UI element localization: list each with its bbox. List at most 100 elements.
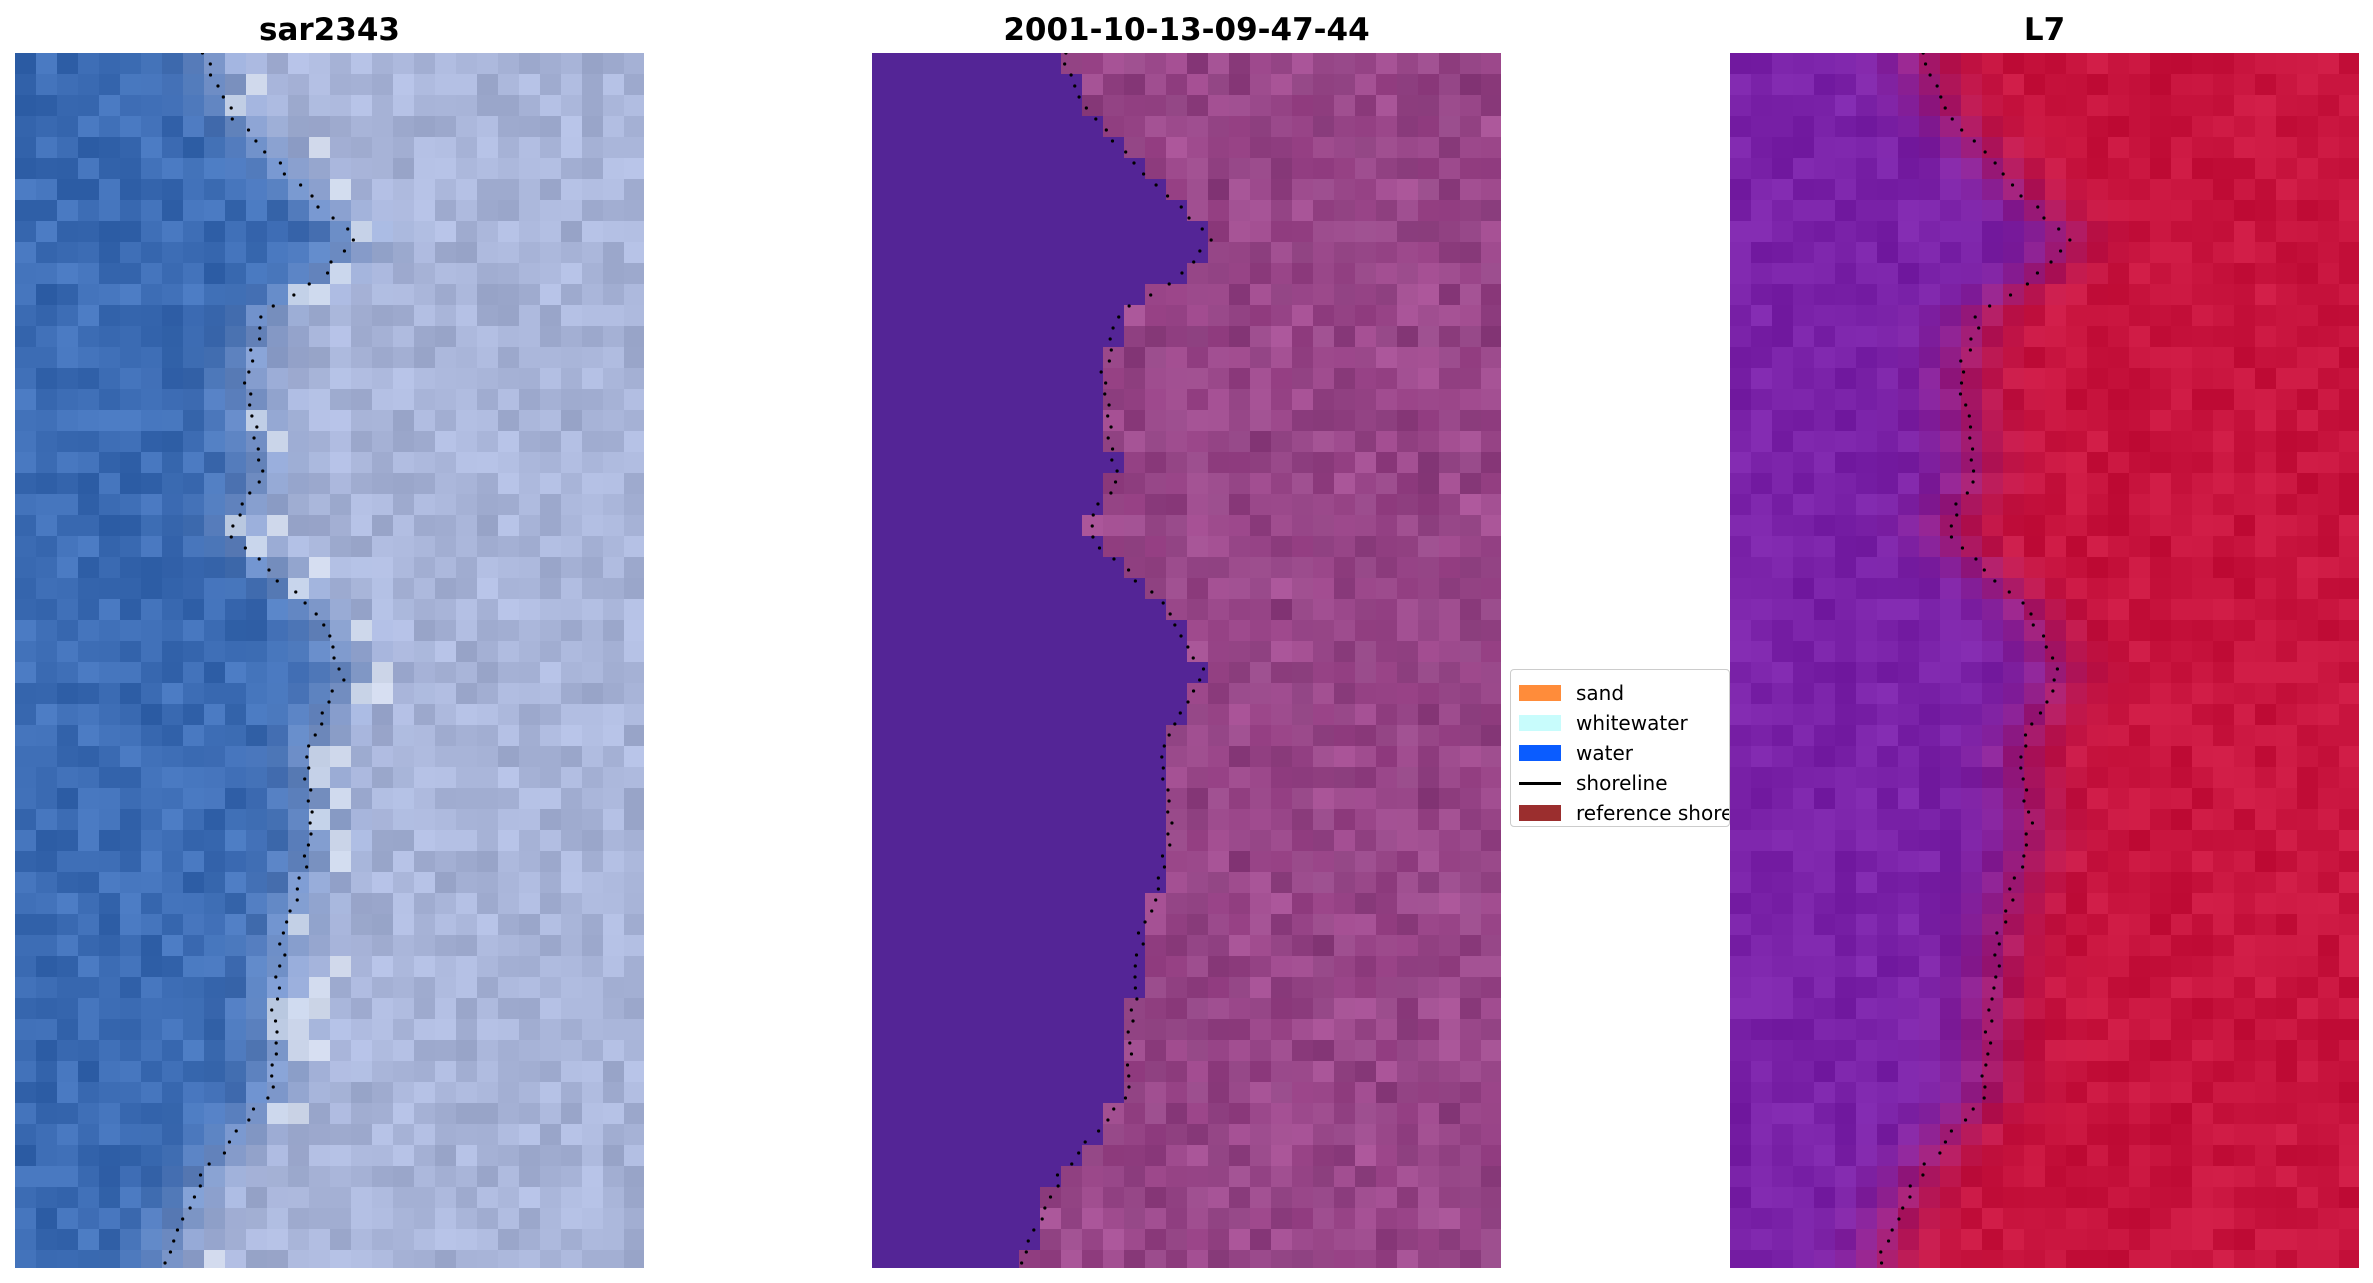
shoreline-dot [207, 1162, 211, 1166]
shoreline-dot [1974, 557, 1978, 561]
shoreline-dot [267, 568, 271, 572]
shoreline-dot [1968, 348, 1972, 352]
shoreline-dot [1104, 381, 1108, 385]
shoreline-dot [1972, 139, 1976, 143]
shoreline-dot [2058, 249, 2063, 253]
shoreline-dot [1127, 1085, 1131, 1089]
shoreline-dot [1136, 931, 1141, 935]
shoreline-dot [1949, 535, 1954, 539]
legend-item-reference-shoreline: reference shoreline [1519, 798, 1729, 826]
shoreline-dot [1063, 62, 1067, 66]
shoreline-dot [1132, 161, 1136, 165]
shoreline-dot [2008, 293, 2013, 297]
shoreline-dot [192, 1195, 197, 1199]
shoreline-dot [1170, 821, 1174, 825]
legend-label-sand: sand [1576, 681, 1625, 705]
shoreline-dot [322, 623, 326, 627]
shoreline-dot [1968, 425, 1973, 429]
shoreline-dot [1973, 315, 1977, 319]
shoreline-dot [2024, 788, 2029, 792]
shoreline-dot [278, 942, 282, 946]
shoreline-dot [181, 1217, 185, 1221]
shoreline-dot [1094, 117, 1098, 121]
shoreline-dot [1982, 1096, 1986, 1100]
shoreline-dot [1099, 370, 1103, 374]
shoreline-dot [1109, 425, 1113, 429]
shoreline-dot [1990, 997, 1994, 1001]
shoreline-dot [299, 183, 303, 187]
shoreline-dot [2049, 260, 2053, 264]
shoreline-dot [257, 557, 261, 561]
shoreline-dot [1179, 205, 1183, 209]
shoreline-dot [1969, 337, 1973, 341]
shoreline-dot [1992, 986, 1996, 990]
shoreline-dot [2035, 271, 2040, 275]
legend: sand whitewater water shoreline referenc… [1510, 669, 1730, 827]
whitewater-swatch [1519, 715, 1561, 731]
shoreline-dot [273, 1019, 278, 1023]
shoreline-dot [1987, 1008, 1991, 1012]
shoreline-dot [1886, 1239, 1891, 1243]
shoreline-dot [1997, 942, 2001, 946]
shoreline-dot [1126, 1030, 1130, 1034]
shoreline-dot [332, 656, 336, 660]
shoreline-dot [221, 95, 225, 99]
shoreline-dot [1166, 810, 1170, 814]
shoreline-dot [307, 282, 311, 286]
shoreline-dot [337, 667, 341, 671]
shoreline-dot [1965, 491, 1969, 495]
shoreline-dot [2023, 733, 2028, 737]
shoreline-dot [254, 139, 258, 143]
shoreline-dot [305, 865, 309, 869]
water-swatch [1519, 745, 1561, 761]
shoreline-dot [295, 898, 299, 902]
shoreline-dot [238, 513, 242, 517]
shoreline-dot [294, 590, 298, 594]
shoreline-dot [257, 480, 261, 484]
shoreline-dot [2010, 183, 2015, 187]
shoreline-dot [261, 469, 265, 473]
legend-item-shoreline: shoreline [1519, 768, 1668, 798]
shoreline-dot [1921, 1173, 1925, 1177]
shoreline-dot [1135, 997, 1139, 1001]
shoreline-dot [1106, 1118, 1110, 1122]
shoreline-dot [250, 414, 254, 418]
shoreline-dot [320, 711, 324, 715]
shoreline-dot [2022, 799, 2026, 803]
shoreline-dot [1977, 326, 1981, 330]
shoreline-dot [242, 381, 247, 385]
shoreline-dot [1971, 480, 1975, 484]
shoreline-dot [1115, 469, 1119, 473]
shoreline-dot [1191, 689, 1196, 693]
shoreline-dot [163, 1261, 167, 1265]
shoreline-dot [1127, 304, 1131, 308]
legend-item-sand: sand [1519, 678, 1624, 708]
shoreline-dot [2068, 238, 2072, 242]
shoreline-dot [1198, 249, 1202, 253]
shoreline-dot [259, 315, 263, 319]
shoreline-dot [1097, 1129, 1101, 1133]
shoreline-dot [2045, 700, 2049, 704]
shoreline-dot [1968, 436, 1972, 440]
shoreline-dot [1103, 392, 1107, 396]
shoreline-dot [1908, 1195, 1912, 1199]
shoreline-dot [1983, 1085, 1987, 1089]
shoreline-dot [1160, 755, 1164, 759]
shoreline-dot [263, 150, 267, 154]
shoreline-dot [320, 722, 324, 726]
shoreline-dot [1879, 1261, 1884, 1265]
shoreline-dot [2025, 282, 2029, 286]
shoreline-dot [288, 909, 292, 913]
shoreline-dot [1150, 590, 1154, 594]
shoreline-dot [292, 293, 296, 297]
shoreline-dot [172, 1239, 176, 1243]
shoreline-dot [307, 766, 311, 770]
legend-item-whitewater: whitewater [1519, 708, 1688, 738]
shoreline-dot [2041, 634, 2046, 638]
shoreline-dot [1104, 128, 1108, 132]
legend-label-whitewater: whitewater [1576, 711, 1688, 735]
shoreline-dot [1988, 1041, 1993, 1045]
shoreline-dot [208, 62, 212, 66]
shoreline-dot [303, 601, 307, 605]
shoreline-dot [1084, 106, 1088, 110]
